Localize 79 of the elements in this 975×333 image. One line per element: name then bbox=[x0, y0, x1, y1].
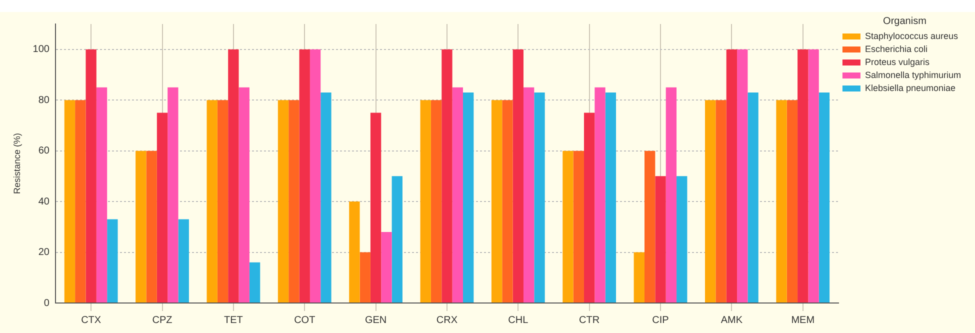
bar bbox=[818, 92, 830, 302]
bar bbox=[136, 150, 146, 302]
bar bbox=[299, 49, 310, 302]
bar bbox=[349, 202, 360, 302]
bar bbox=[430, 100, 442, 302]
bar bbox=[370, 112, 382, 302]
x-tick-label: CTR bbox=[579, 314, 600, 326]
bar bbox=[420, 100, 431, 302]
bar bbox=[107, 219, 118, 302]
y-tick-label: 60 bbox=[38, 146, 50, 157]
x-tick-label: CHL bbox=[508, 314, 529, 326]
bar bbox=[442, 49, 452, 302]
bar bbox=[217, 100, 228, 302]
bar bbox=[238, 87, 250, 302]
bar bbox=[178, 219, 189, 302]
y-tick-label: 0 bbox=[44, 298, 50, 309]
bar bbox=[156, 112, 168, 302]
y-axis-title: Resistance (%) bbox=[12, 132, 22, 194]
bar bbox=[206, 100, 218, 302]
bar bbox=[462, 92, 474, 302]
bar bbox=[96, 87, 108, 302]
bar bbox=[452, 87, 463, 302]
y-tick-label: 40 bbox=[38, 196, 50, 208]
legend-label: Staphylococcus aureus bbox=[864, 30, 959, 41]
bar bbox=[676, 176, 688, 302]
bar bbox=[666, 87, 677, 302]
x-tick-label: CRX bbox=[436, 314, 458, 326]
bar bbox=[146, 150, 157, 302]
bar bbox=[584, 112, 595, 302]
legend-label: Proteus vulgaris bbox=[864, 56, 930, 67]
bar bbox=[288, 100, 300, 302]
bar bbox=[748, 92, 758, 302]
bar bbox=[392, 176, 402, 302]
bar bbox=[381, 232, 392, 302]
bar bbox=[228, 49, 239, 302]
bar bbox=[798, 49, 808, 302]
bar bbox=[808, 49, 819, 302]
bar bbox=[534, 92, 545, 302]
x-tick-label: CPZ bbox=[152, 314, 172, 326]
legend-title: Organism bbox=[883, 16, 926, 27]
bar bbox=[168, 87, 178, 302]
bar bbox=[716, 100, 726, 302]
y-tick-label: 80 bbox=[38, 94, 50, 106]
bar bbox=[523, 87, 534, 302]
bar bbox=[634, 252, 644, 302]
x-tick-label: COT bbox=[294, 314, 316, 326]
bar bbox=[786, 100, 798, 302]
bar bbox=[737, 49, 748, 302]
y-tick-label: 100 bbox=[32, 44, 50, 56]
bar bbox=[605, 92, 616, 302]
x-tick-label: AMK bbox=[720, 314, 743, 326]
bar bbox=[573, 150, 584, 302]
bar bbox=[726, 49, 738, 302]
bar bbox=[655, 176, 666, 302]
legend-label: Escherichia coli bbox=[864, 44, 928, 54]
y-tick-label: 20 bbox=[38, 247, 50, 258]
x-tick-label: MEM bbox=[791, 314, 815, 326]
legend-label: Salmonella typhimurium bbox=[864, 70, 962, 80]
bar bbox=[502, 100, 513, 302]
bar bbox=[562, 150, 574, 302]
bar bbox=[594, 87, 606, 302]
x-tick-label: TET bbox=[224, 314, 243, 326]
bar bbox=[491, 100, 502, 302]
bar bbox=[278, 100, 289, 302]
bar bbox=[776, 100, 787, 302]
x-tick-label: GEN bbox=[364, 314, 387, 326]
bar bbox=[705, 100, 716, 302]
bar bbox=[64, 100, 76, 302]
bar bbox=[310, 49, 321, 302]
bar bbox=[249, 262, 260, 302]
bar bbox=[86, 49, 96, 302]
bar bbox=[320, 92, 332, 302]
bar bbox=[75, 100, 86, 302]
x-tick-label: CTX bbox=[81, 314, 102, 326]
x-tick-label: CIP bbox=[652, 314, 670, 326]
bar bbox=[644, 150, 656, 302]
bar bbox=[360, 252, 370, 302]
bar bbox=[512, 49, 524, 302]
legend-label: Klebsiella pneumoniae bbox=[864, 82, 956, 93]
